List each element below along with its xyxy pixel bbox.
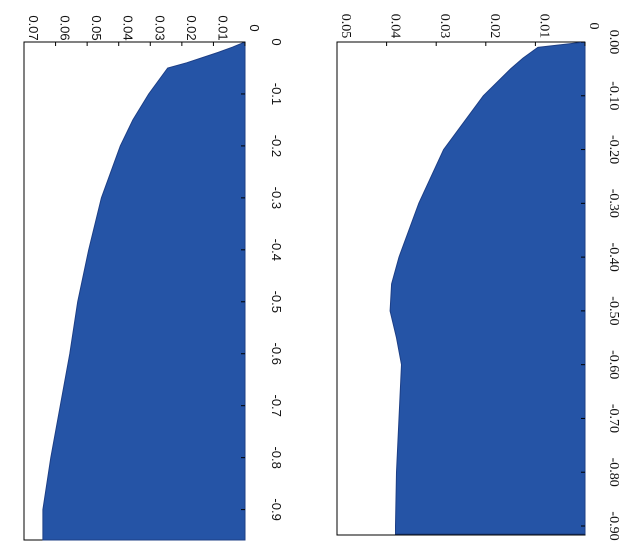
y-tick-label: 0.03: [152, 15, 167, 40]
x-tick-label: -0.10: [606, 81, 621, 110]
x-tick-label: -0.9: [269, 498, 284, 520]
y-tick-label: 0.06: [58, 15, 73, 40]
x-tick-label: -0.30: [606, 189, 621, 218]
y-tick-label: 0.04: [388, 14, 403, 39]
x-tick-label: -0.20: [606, 135, 621, 164]
x-tick-label: -0.2: [269, 135, 284, 157]
y-tick-label: 0.01: [536, 14, 551, 39]
y-tick-label: 0: [247, 24, 262, 31]
x-tick-label: -0.40: [606, 243, 621, 272]
x-tick-label: -0.1: [269, 83, 284, 105]
x-tick-label: -0.7: [269, 394, 284, 416]
y-tick-label: 0.03: [437, 14, 452, 39]
x-tick-label: 0.00: [606, 30, 621, 55]
x-tick-label: -0.70: [606, 404, 621, 433]
x-tick-label: -0.5: [269, 291, 284, 313]
y-tick-label: 0.02: [184, 15, 199, 40]
x-tick-label: -0.60: [606, 350, 621, 379]
top-area-chart: 0 0.01 0.02 0.03 0.04 0.05 0.00 -0.10 -0.20 -0.30…: [336, 14, 621, 541]
x-tick-label: -0.8: [269, 446, 284, 468]
x-tick-label: -0.3: [269, 187, 284, 209]
bottom-area-chart: 0 0.01 0.02 0.03 0.04 0.05 0.06 0.07 0 -0.1 -0.2 -0…: [23, 15, 284, 541]
y-tick-label: 0.05: [89, 15, 104, 40]
x-tick-label: -0.4: [269, 239, 284, 261]
x-tick-label: 0: [269, 38, 284, 45]
area-series: [389, 41, 586, 535]
y-tick-label: 0.05: [338, 14, 353, 39]
x-tick-label: -0.90: [606, 511, 621, 540]
y-tick-label: 0.07: [26, 15, 41, 40]
y-tick-label: 0.01: [215, 15, 230, 40]
y-tick-label: 0.04: [121, 15, 136, 40]
x-tick-label: -0.6: [269, 343, 284, 365]
x-tick-label: -0.50: [606, 296, 621, 325]
area-series: [42, 41, 246, 541]
x-tick-label: -0.80: [606, 458, 621, 487]
y-tick-label: 0.02: [487, 14, 502, 39]
y-tick-label: 0: [586, 23, 601, 30]
